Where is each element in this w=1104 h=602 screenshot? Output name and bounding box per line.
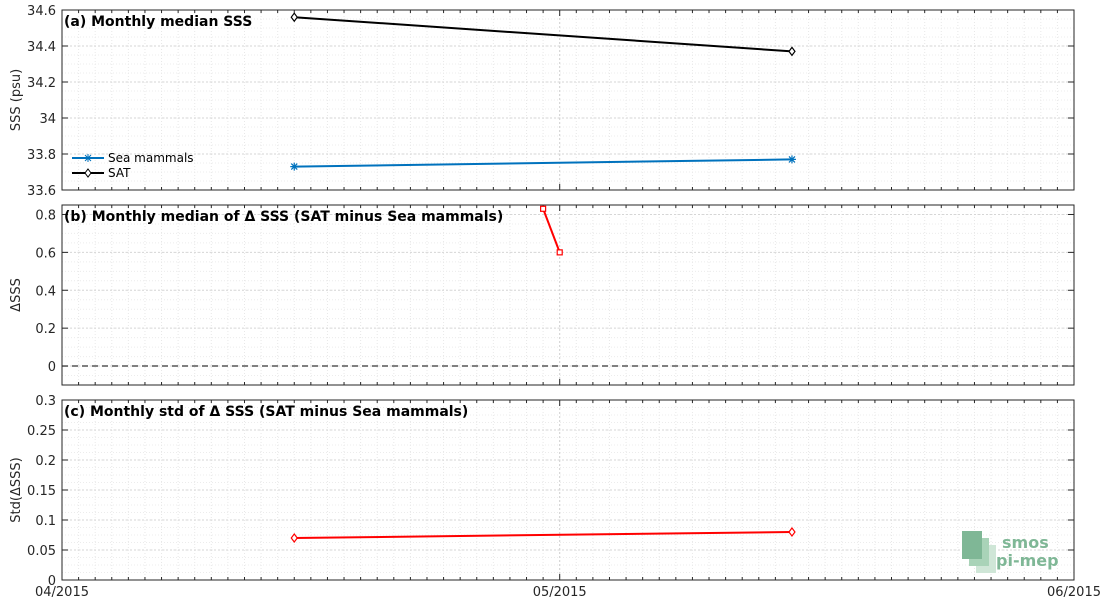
y-tick-label: 0 [48,574,56,589]
axes-box [61,9,1075,191]
data-point [290,12,299,23]
data-point [556,249,563,256]
y-axis-label: ΔSSS [9,278,24,312]
axes-box [61,204,1075,386]
y-tick-label: 0.15 [27,484,56,499]
y-tick-label: 33.6 [27,184,56,199]
y-tick-label: 34 [39,112,56,127]
logo-layer [962,531,982,559]
series-line [294,531,792,539]
data-point [788,46,796,57]
series-line [294,158,792,168]
legend-label: SAT [108,166,131,180]
y-tick-label: 34.6 [27,4,56,19]
y-tick-label: 0.6 [35,246,56,261]
panel-b: 0 0.2 0.4 0.6 0.8 (b) Monthly median of Δ SSS… [9,204,1075,386]
y-tick-label: 0.05 [27,544,56,559]
y-tick-label: 0.3 [35,394,56,409]
y-axis-label: Std(ΔSSS) [9,457,24,522]
x-tick-label: 04/2015 [35,585,89,600]
y-axis-label: SSS (psu) [9,69,24,131]
panel-title: (a) Monthly median SSS [64,14,252,30]
data-point [788,527,796,537]
data-point [290,162,299,171]
y-tick-label: 0.25 [27,424,56,439]
y-tick-label: 0.2 [35,322,56,337]
x-tick-label: 06/2015 [1047,585,1101,600]
panel-title: (c) Monthly std of Δ SSS (SAT minus Sea … [64,404,468,420]
y-tick-label: 0.8 [35,208,56,223]
legend-label: Sea mammals [108,151,194,165]
logo-line2: pi-mep [996,551,1059,570]
smos-pimep-logo: smos pi-mep [962,531,1059,573]
y-tick-label: 0 [48,360,56,375]
y-tick-label: 0.4 [35,284,56,299]
plot-area [62,205,1074,385]
y-tick-label: 0.1 [35,514,56,529]
y-tick-label: 34.2 [27,76,56,91]
data-point [290,533,299,543]
y-tick-label: 0.2 [35,454,56,469]
panel-a: 33.6 33.8 34 34.2 34.4 34.6 (a) Monthly median… [9,4,1075,199]
y-tick-label: 34.4 [27,40,56,55]
logo-line1: smos [1002,533,1049,552]
data-point [540,205,547,212]
data-point [787,155,796,164]
legend-marker [84,154,92,162]
x-tick-label: 05/2015 [533,585,587,600]
y-tick-label: 33.8 [27,148,56,163]
panel-title: (b) Monthly median of Δ SSS (SAT minus S… [64,209,503,225]
series-line [542,208,561,253]
axes-box [61,399,1075,581]
legend-marker [84,168,92,178]
series-line [294,16,793,53]
panel-c: 0 0.05 0.1 0.15 0.2 0.25 0.3 (c) Monthly std of… [9,394,1101,600]
